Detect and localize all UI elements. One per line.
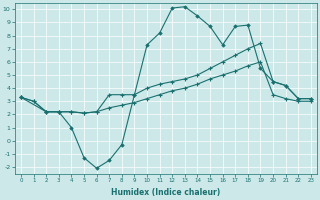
X-axis label: Humidex (Indice chaleur): Humidex (Indice chaleur) xyxy=(111,188,220,197)
